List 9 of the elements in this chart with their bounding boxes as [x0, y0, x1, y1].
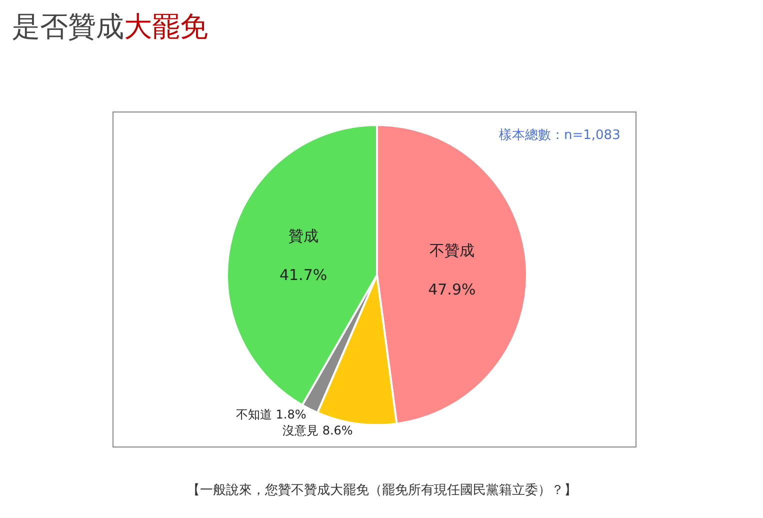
text: 樣本總數：n=1,083	[499, 128, 620, 143]
slice-label: 不贊成	[429, 242, 474, 260]
slice-label: 不知道 1.8%	[236, 408, 306, 422]
text: 【一般說來，您贊不贊成大罷免（罷免所有現任國民黨籍立委）？】	[187, 482, 577, 498]
slice-label: 贊成	[288, 226, 318, 245]
data-label: 47.9%	[428, 280, 476, 299]
data-label: 41.7%	[279, 266, 328, 284]
slice-label: 沒意見 8.6%	[282, 423, 353, 438]
chart-title: 是否贊成大罷免	[12, 10, 208, 43]
